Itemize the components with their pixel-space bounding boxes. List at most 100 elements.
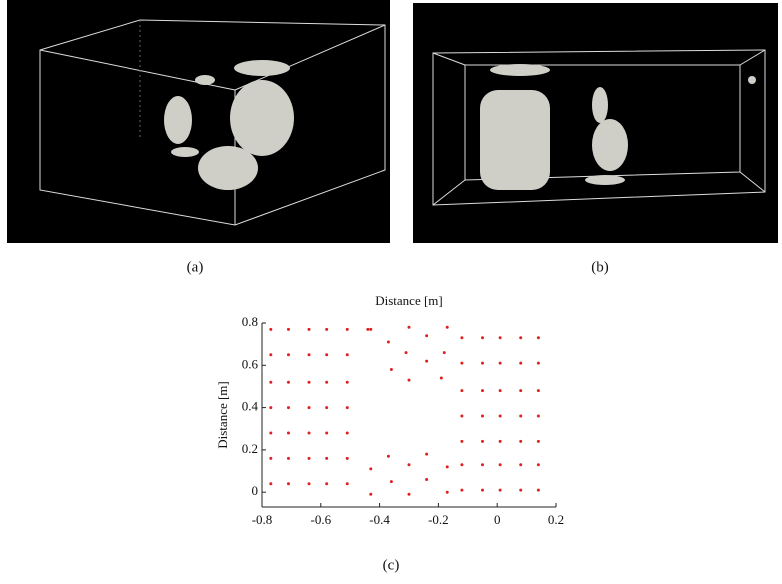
point (307, 406, 311, 410)
point (519, 414, 523, 418)
point (307, 456, 311, 460)
point (460, 389, 464, 393)
point (369, 327, 373, 331)
x-tick-label: -0.2 (428, 512, 449, 527)
y-axis-label: Distance [m] (215, 381, 230, 449)
point (460, 463, 464, 467)
point (286, 431, 290, 435)
point (404, 351, 408, 355)
point (366, 327, 370, 331)
x-tick-label: 0.2 (548, 512, 564, 527)
point (345, 431, 349, 435)
y-tick-label: 0.2 (242, 441, 258, 456)
point (286, 482, 290, 486)
point (307, 327, 311, 331)
point (325, 353, 329, 357)
point (307, 482, 311, 486)
point (325, 380, 329, 384)
point (269, 380, 273, 384)
point (519, 488, 523, 492)
point (536, 414, 540, 418)
point (519, 361, 523, 365)
x-tick-label: 0 (494, 512, 501, 527)
point (269, 327, 273, 331)
render-a (7, 0, 390, 243)
y-tick-label: 0.8 (242, 314, 258, 329)
point (269, 406, 273, 410)
point (386, 340, 390, 344)
point (307, 380, 311, 384)
point (481, 361, 484, 365)
point (389, 480, 393, 484)
point (286, 406, 290, 410)
point (498, 336, 502, 340)
point (498, 463, 502, 467)
y-tick-label: 0.4 (242, 399, 259, 414)
point (407, 492, 411, 496)
point (445, 490, 449, 494)
point (325, 327, 329, 331)
caption: (c) (383, 557, 400, 573)
point (286, 327, 290, 331)
point (498, 361, 502, 365)
point (536, 336, 540, 340)
point (286, 353, 290, 357)
point (498, 488, 502, 492)
point (519, 336, 523, 340)
point (369, 467, 373, 471)
point (269, 482, 273, 486)
caption: (a) (187, 259, 204, 275)
point (269, 353, 273, 357)
point (425, 452, 429, 456)
point (498, 389, 502, 393)
point (345, 327, 349, 331)
point (481, 439, 484, 443)
point (345, 482, 349, 486)
point (425, 334, 429, 338)
y-tick-label: 0.6 (242, 356, 259, 371)
point (439, 376, 443, 380)
point (536, 361, 540, 365)
point (481, 488, 484, 492)
point (407, 378, 411, 382)
point (307, 431, 311, 435)
point (519, 389, 523, 393)
point (389, 368, 393, 372)
point (498, 439, 502, 443)
point (345, 456, 349, 460)
point (460, 414, 464, 418)
point (460, 361, 464, 365)
point (460, 336, 464, 340)
point (269, 456, 273, 460)
point (325, 431, 329, 435)
point (498, 414, 502, 418)
point (460, 439, 464, 443)
point (536, 389, 540, 393)
render-b (413, 3, 778, 243)
point (407, 463, 411, 467)
x-tick-label: -0.6 (311, 512, 332, 527)
point (425, 359, 429, 363)
point (481, 414, 484, 418)
point (286, 380, 290, 384)
chart-title: Distance [m] (375, 293, 443, 308)
point (407, 325, 411, 329)
point (445, 325, 449, 329)
point (519, 439, 523, 443)
point (445, 465, 449, 469)
point (519, 463, 523, 467)
point (481, 463, 484, 467)
point (386, 454, 390, 458)
point (269, 431, 273, 435)
point (325, 406, 329, 410)
point (536, 463, 540, 467)
point (442, 351, 446, 355)
point (460, 488, 464, 492)
point (536, 488, 540, 492)
point (481, 336, 484, 340)
point (425, 478, 429, 482)
point (307, 353, 311, 357)
x-tick-label: -0.8 (252, 512, 273, 527)
